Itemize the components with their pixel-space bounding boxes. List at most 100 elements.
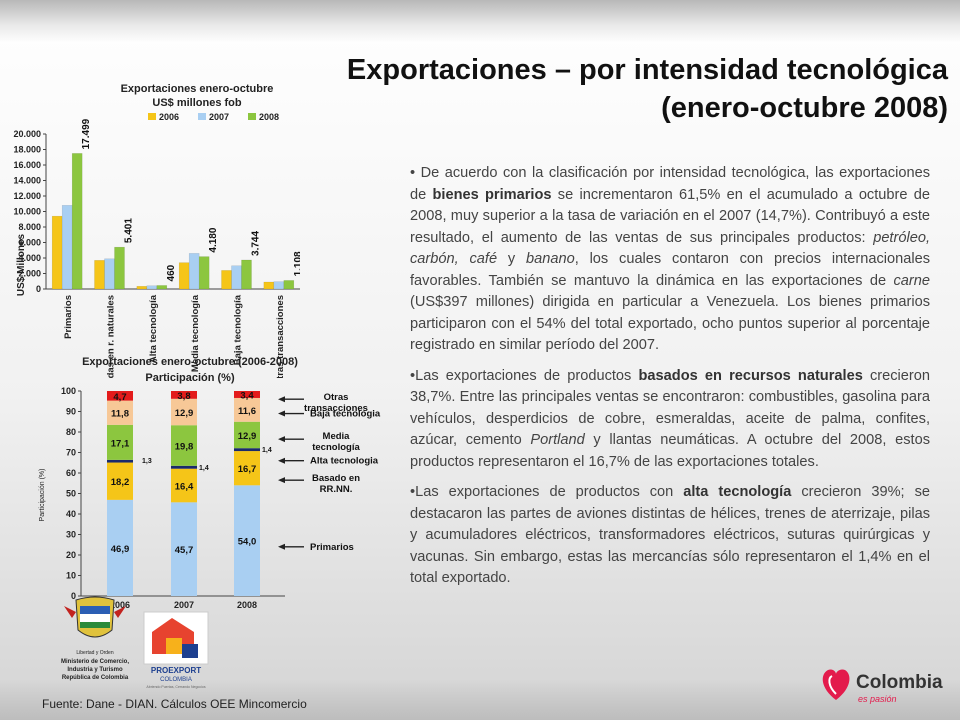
chart2-arrow-head bbox=[278, 436, 285, 443]
chart2-segment-otras bbox=[234, 391, 260, 398]
chart2-annotation-label: Baja tecnologia bbox=[310, 409, 381, 420]
proexport-mark-icon bbox=[152, 618, 194, 654]
chart2-segment-alta bbox=[107, 459, 133, 463]
ministerio-line-4: República de Colombia bbox=[62, 675, 129, 681]
chart1-bar-2007 bbox=[188, 253, 200, 290]
chart1-category-label: Media tecnología bbox=[190, 294, 201, 372]
chart2-y-tick-label: 90 bbox=[66, 407, 76, 417]
paragraph-run: crecieron 39%; se destacaron las partes … bbox=[410, 484, 930, 586]
chart2-segment-media bbox=[234, 421, 260, 449]
chart1-bar-2008 bbox=[198, 256, 210, 290]
chart2-segment-label: 3,4 bbox=[240, 390, 254, 401]
chart2-ylabel: Participación (%) bbox=[39, 469, 46, 522]
chart2-segment-otras bbox=[107, 391, 133, 401]
paragraph-run: petróleo, carbón, café bbox=[410, 229, 930, 268]
chart1-category-labels: Primarios Basadas en r. naturales Alta tec… bbox=[63, 294, 286, 378]
chart2-y-tick-label: 20 bbox=[66, 550, 76, 560]
chart1-bar-2008 bbox=[241, 259, 252, 290]
chart1-subtitle: US$ millones fob bbox=[152, 97, 242, 109]
chart1-legend-swatch bbox=[198, 113, 206, 120]
chart1-bar-2006 bbox=[221, 270, 232, 290]
paragraph-run: bienes primarios bbox=[432, 186, 552, 203]
chart2-segment-primarios bbox=[171, 502, 197, 596]
chart2-segment-media bbox=[107, 424, 133, 460]
chart2-arrow-head bbox=[278, 396, 285, 403]
chart1-data-label: 5.401 bbox=[124, 218, 135, 243]
chart1-bar-2008 bbox=[71, 153, 83, 290]
chart2-segment-label: 46,9 bbox=[111, 544, 130, 555]
chart2-y-tick-label: 40 bbox=[66, 509, 76, 519]
chart1-bar-2008 bbox=[114, 246, 125, 290]
chart2-segment-label: 54,0 bbox=[238, 537, 257, 548]
chart2-y-tick-label: 100 bbox=[61, 386, 76, 396]
chart1-category-label: Basadas en r. naturales bbox=[106, 295, 117, 378]
chart2-segment-label: 4,7 bbox=[113, 392, 126, 403]
chart2-segment-baja bbox=[107, 400, 133, 425]
chart1-bar-2007 bbox=[61, 205, 73, 290]
chart2-y-tick-label: 70 bbox=[66, 448, 76, 458]
chart2-y-tick-label: 50 bbox=[66, 489, 76, 499]
paragraph-run: y bbox=[497, 251, 526, 267]
chart2-title: Exportaciones enero-octubre (2006-2008) bbox=[82, 356, 298, 368]
paragraph-run: y llantas neumáticas. A octubre del 2008… bbox=[410, 432, 931, 470]
chart2-segment-primarios bbox=[234, 485, 260, 596]
chart1-category-label: Primarios bbox=[63, 295, 74, 339]
chart1-legend-swatch bbox=[248, 113, 256, 120]
chart1-data-label: 17.499 bbox=[81, 118, 92, 149]
chart2-segment-label: 19,8 bbox=[175, 442, 194, 453]
chart1-y-tick-label: 14.000 bbox=[13, 176, 41, 186]
chart2-annotation-label: Media tecnología bbox=[312, 431, 360, 453]
chart2-arrow-head bbox=[278, 477, 285, 484]
chart2-segment-label: 16,4 bbox=[175, 482, 194, 493]
chart1-category-label: Otras transacciones bbox=[275, 295, 286, 378]
chart1-y-tick-label: 4.000 bbox=[18, 253, 41, 263]
chart2-subtitle: Participación (%) bbox=[145, 372, 235, 384]
chart1-data-label: 1.108 bbox=[293, 251, 300, 276]
paragraph-run: , los cuales contaron con precios intern… bbox=[410, 251, 930, 289]
chart2-segment-labels: 46,9 18,2 17,1 11,8 4,7 2006 45,7 16,4 1,4 19,8 12… bbox=[110, 390, 272, 610]
chart1-bar-2006 bbox=[94, 260, 105, 290]
chart1-y-tick-label: 2.000 bbox=[18, 269, 41, 279]
chart2-segment-label: 16,7 bbox=[238, 464, 257, 475]
chart1-y-tick-label: 0 bbox=[36, 284, 41, 294]
paragraph-run: •Las exportaciones de productos con bbox=[410, 484, 684, 500]
paragraph-run: basados en recursos naturales bbox=[638, 367, 863, 384]
chart2-segment-label: 1,4 bbox=[199, 465, 209, 472]
chart1-legend-swatch bbox=[148, 113, 156, 120]
bottom-band bbox=[0, 680, 960, 720]
chart2-y-tick-label: 60 bbox=[66, 468, 76, 478]
chart1-axes: 0 2.000 4.000 6.000 8.000 10.000 12.000 14.000 1… bbox=[13, 129, 300, 294]
ministerio-line-3: Industria y Turismo bbox=[67, 667, 123, 673]
proexport-name: PROEXPORT bbox=[151, 666, 201, 675]
chart2-segment-media bbox=[171, 425, 197, 466]
chart2-segment-label: 1,4 bbox=[262, 447, 272, 454]
chart2-segment-basados bbox=[234, 451, 260, 486]
chart1-bar-2008 bbox=[156, 285, 168, 290]
colombia-es-pasion-logo: Colombia es pasión bbox=[822, 669, 943, 704]
chart1-y-tick-label: 20.000 bbox=[13, 129, 41, 139]
chart2-segment-label: 12,9 bbox=[238, 431, 257, 442]
chart2-annotation-label: Primarios bbox=[310, 542, 354, 553]
chart2-segment-label: 11,6 bbox=[238, 406, 256, 417]
chart2-category-label: 2007 bbox=[174, 600, 194, 610]
chart1-bar-2007 bbox=[273, 281, 285, 290]
chart1-category-label: Baja tecnología bbox=[233, 294, 244, 365]
paragraph-run: alta tecnología bbox=[683, 484, 792, 500]
chart2-annotation-label: Otras transacciones bbox=[304, 392, 368, 414]
chart2-category-label: 2008 bbox=[237, 600, 257, 610]
chart1-title: Exportaciones enero-octubre bbox=[121, 83, 274, 95]
paragraph-run: carne bbox=[893, 272, 930, 289]
chart2-segment-label: 45,7 bbox=[175, 545, 194, 556]
chart2-arrow-head bbox=[278, 457, 285, 464]
paragraph-2: •Las exportaciones de productos basados … bbox=[410, 366, 930, 474]
paragraph-run: crecieron 38,7%. Entre las principales v… bbox=[410, 367, 931, 449]
chart1-y-tick-label: 10.000 bbox=[13, 207, 41, 217]
paragraph-run: banano bbox=[526, 251, 575, 267]
chart1-data-label: 4.180 bbox=[208, 227, 219, 252]
chart1-data-label: 3.744 bbox=[251, 231, 262, 256]
exports-by-intensity-chart: Exportaciones enero-octubre US$ millones… bbox=[13, 83, 300, 378]
chart1-bar-2006 bbox=[51, 215, 63, 290]
chart1-y-tick-label: 12.000 bbox=[13, 191, 41, 201]
chart2-segment-basados bbox=[171, 468, 197, 503]
